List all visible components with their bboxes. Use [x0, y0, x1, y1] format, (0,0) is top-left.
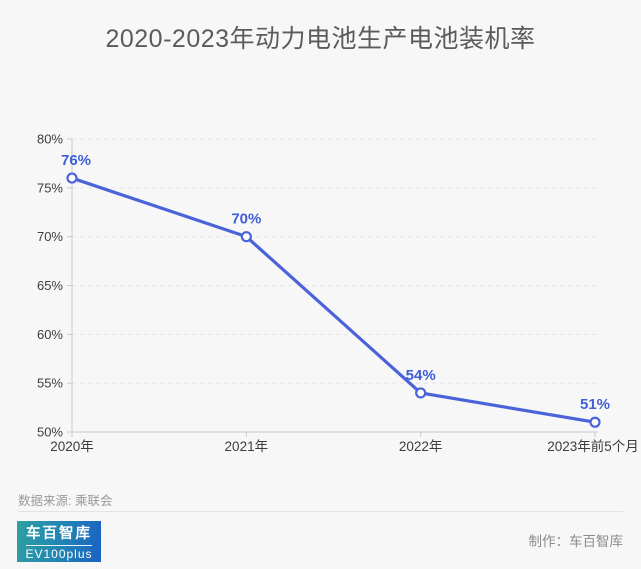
data-point-marker	[66, 172, 78, 184]
data-point-label: 70%	[231, 211, 261, 228]
data-source-note: 数据来源: 乘联会	[18, 494, 113, 508]
data-point-marker	[240, 231, 252, 243]
brand-logo: 车百智库 EV100plus	[17, 521, 101, 562]
y-tick-label: 75%	[37, 180, 63, 195]
line-series	[70, 176, 597, 424]
x-axis-label: 2022年	[399, 439, 443, 454]
brand-logo-name: 车百智库	[26, 522, 92, 546]
y-tick-label: 55%	[37, 376, 63, 391]
y-tick-label: 70%	[37, 229, 63, 244]
x-axis-label: 2021年	[225, 439, 269, 454]
data-point-marker	[415, 387, 427, 399]
footer-divider	[18, 511, 623, 512]
brand-logo-subname: EV100plus	[25, 546, 93, 561]
data-point-label: 51%	[580, 396, 610, 413]
x-axis-label: 2020年	[50, 439, 94, 454]
data-point-marker	[589, 416, 601, 428]
y-tick-label: 60%	[37, 327, 63, 342]
credit-text: 制作：车百智库	[528, 534, 624, 549]
data-point-label: 54%	[406, 367, 436, 384]
y-tick-label: 80%	[37, 132, 63, 147]
y-tick-label: 50%	[37, 425, 63, 440]
x-axis-label: 2023年前5个月	[547, 438, 639, 454]
data-point-label: 76%	[61, 152, 91, 169]
y-tick-label: 65%	[37, 278, 63, 293]
chart-title: 2020-2023年动力电池生产电池装机率	[105, 25, 536, 53]
